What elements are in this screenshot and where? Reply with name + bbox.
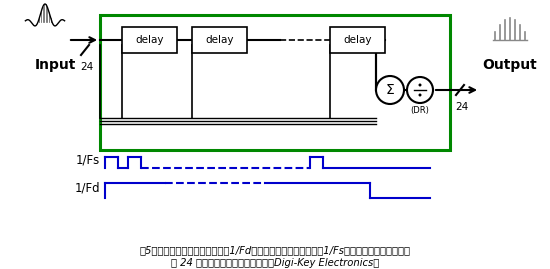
Text: 图5：抽取过程按输出数据速率（1/Fd，图像底部）除以采样率（1/Fs）的系数来系统地减少数
字 24 位输出的数量。（图片来源：Digi-Key Electr: 图5：抽取过程按输出数据速率（1/Fd，图像底部）除以采样率（1/Fs）的系数来… [140,245,410,268]
Bar [192,27,247,53]
Circle shape [419,94,421,97]
Bar [330,27,385,53]
Bar [100,15,450,150]
Text: 1/Fs: 1/Fs [76,154,100,167]
Text: Input: Input [34,58,76,72]
Circle shape [407,77,433,103]
Text: delay: delay [205,35,234,45]
Text: delay: delay [135,35,164,45]
Text: 24: 24 [455,102,469,112]
Text: $\Sigma$: $\Sigma$ [385,83,395,97]
Circle shape [376,76,404,104]
Text: 24: 24 [80,62,94,72]
Circle shape [419,83,421,87]
Text: 1/Fd: 1/Fd [74,182,100,194]
Text: (DR): (DR) [410,106,430,115]
Text: delay: delay [343,35,372,45]
Bar [122,27,177,53]
Text: Output: Output [483,58,537,72]
